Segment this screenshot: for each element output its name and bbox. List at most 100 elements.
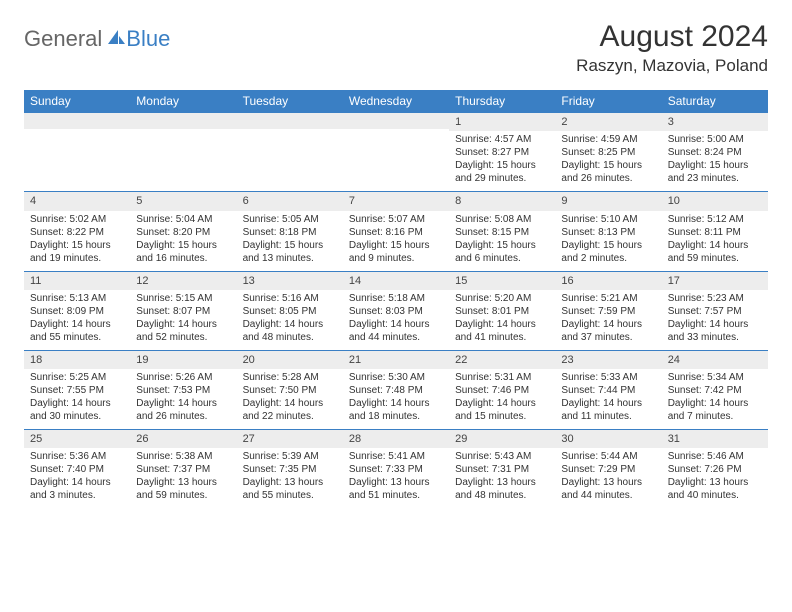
weekday-header: Saturday: [662, 90, 768, 112]
day-cell: 16Sunrise: 5:21 AMSunset: 7:59 PMDayligh…: [555, 271, 661, 350]
sunrise-line: Sunrise: 5:07 AM: [349, 213, 443, 226]
weekday-header-row: SundayMondayTuesdayWednesdayThursdayFrid…: [24, 90, 768, 112]
day-body: Sunrise: 5:43 AMSunset: 7:31 PMDaylight:…: [449, 448, 555, 508]
sunset-line: Sunset: 8:09 PM: [30, 305, 124, 318]
day-body: Sunrise: 5:38 AMSunset: 7:37 PMDaylight:…: [130, 448, 236, 508]
sunrise-line: Sunrise: 5:15 AM: [136, 292, 230, 305]
sunrise-line: Sunrise: 5:18 AM: [349, 292, 443, 305]
sunset-line: Sunset: 7:26 PM: [668, 463, 762, 476]
day-number: 14: [343, 271, 449, 290]
empty-day-body: [237, 129, 343, 187]
day-body: Sunrise: 5:21 AMSunset: 7:59 PMDaylight:…: [555, 290, 661, 350]
day-body: Sunrise: 5:00 AMSunset: 8:24 PMDaylight:…: [662, 131, 768, 191]
day-cell: 1Sunrise: 4:57 AMSunset: 8:27 PMDaylight…: [449, 112, 555, 191]
sunset-line: Sunset: 8:18 PM: [243, 226, 337, 239]
day-number: 10: [662, 191, 768, 210]
day-number: 31: [662, 429, 768, 448]
sunset-line: Sunset: 7:44 PM: [561, 384, 655, 397]
daylight-line: Daylight: 14 hours and 33 minutes.: [668, 318, 762, 344]
sunrise-line: Sunrise: 5:33 AM: [561, 371, 655, 384]
sunrise-line: Sunrise: 5:38 AM: [136, 450, 230, 463]
daylight-line: Daylight: 14 hours and 44 minutes.: [349, 318, 443, 344]
calendar-body: 1Sunrise: 4:57 AMSunset: 8:27 PMDaylight…: [24, 112, 768, 508]
day-number: 4: [24, 191, 130, 210]
daylight-line: Daylight: 15 hours and 2 minutes.: [561, 239, 655, 265]
day-number: 19: [130, 350, 236, 369]
day-body: Sunrise: 5:20 AMSunset: 8:01 PMDaylight:…: [449, 290, 555, 350]
daylight-line: Daylight: 14 hours and 48 minutes.: [243, 318, 337, 344]
title-block: August 2024 Raszyn, Mazovia, Poland: [576, 20, 768, 76]
sunset-line: Sunset: 8:01 PM: [455, 305, 549, 318]
sunset-line: Sunset: 7:59 PM: [561, 305, 655, 318]
day-number: 25: [24, 429, 130, 448]
daylight-line: Daylight: 14 hours and 18 minutes.: [349, 397, 443, 423]
day-cell: 17Sunrise: 5:23 AMSunset: 7:57 PMDayligh…: [662, 271, 768, 350]
day-body: Sunrise: 5:16 AMSunset: 8:05 PMDaylight:…: [237, 290, 343, 350]
day-cell: 19Sunrise: 5:26 AMSunset: 7:53 PMDayligh…: [130, 350, 236, 429]
daylight-line: Daylight: 14 hours and 41 minutes.: [455, 318, 549, 344]
day-body: Sunrise: 5:15 AMSunset: 8:07 PMDaylight:…: [130, 290, 236, 350]
sunset-line: Sunset: 7:50 PM: [243, 384, 337, 397]
day-body: Sunrise: 5:46 AMSunset: 7:26 PMDaylight:…: [662, 448, 768, 508]
sunrise-line: Sunrise: 5:30 AM: [349, 371, 443, 384]
daylight-line: Daylight: 13 hours and 51 minutes.: [349, 476, 443, 502]
day-cell: 27Sunrise: 5:39 AMSunset: 7:35 PMDayligh…: [237, 429, 343, 508]
daylight-line: Daylight: 14 hours and 55 minutes.: [30, 318, 124, 344]
sunset-line: Sunset: 8:13 PM: [561, 226, 655, 239]
day-number: 1: [449, 112, 555, 131]
sunset-line: Sunset: 8:07 PM: [136, 305, 230, 318]
brand-logo: General Blue: [24, 26, 170, 52]
day-body: Sunrise: 5:05 AMSunset: 8:18 PMDaylight:…: [237, 211, 343, 271]
sunrise-line: Sunrise: 5:31 AM: [455, 371, 549, 384]
day-cell: 28Sunrise: 5:41 AMSunset: 7:33 PMDayligh…: [343, 429, 449, 508]
sunrise-line: Sunrise: 5:46 AM: [668, 450, 762, 463]
day-cell: 15Sunrise: 5:20 AMSunset: 8:01 PMDayligh…: [449, 271, 555, 350]
sunrise-line: Sunrise: 5:04 AM: [136, 213, 230, 226]
brand-first: General: [24, 26, 102, 52]
day-number: 23: [555, 350, 661, 369]
day-body: Sunrise: 5:13 AMSunset: 8:09 PMDaylight:…: [24, 290, 130, 350]
day-number: 22: [449, 350, 555, 369]
empty-day-header: [130, 112, 236, 129]
empty-day-body: [130, 129, 236, 187]
day-cell: 31Sunrise: 5:46 AMSunset: 7:26 PMDayligh…: [662, 429, 768, 508]
day-body: Sunrise: 5:39 AMSunset: 7:35 PMDaylight:…: [237, 448, 343, 508]
day-cell: 26Sunrise: 5:38 AMSunset: 7:37 PMDayligh…: [130, 429, 236, 508]
day-body: Sunrise: 5:34 AMSunset: 7:42 PMDaylight:…: [662, 369, 768, 429]
sunset-line: Sunset: 8:16 PM: [349, 226, 443, 239]
day-number: 11: [24, 271, 130, 290]
daylight-line: Daylight: 14 hours and 37 minutes.: [561, 318, 655, 344]
sunrise-line: Sunrise: 5:02 AM: [30, 213, 124, 226]
day-body: Sunrise: 5:23 AMSunset: 7:57 PMDaylight:…: [662, 290, 768, 350]
sunrise-line: Sunrise: 5:21 AM: [561, 292, 655, 305]
sunset-line: Sunset: 8:20 PM: [136, 226, 230, 239]
day-number: 24: [662, 350, 768, 369]
sunset-line: Sunset: 8:22 PM: [30, 226, 124, 239]
sunset-line: Sunset: 7:42 PM: [668, 384, 762, 397]
daylight-line: Daylight: 14 hours and 15 minutes.: [455, 397, 549, 423]
day-cell: 6Sunrise: 5:05 AMSunset: 8:18 PMDaylight…: [237, 191, 343, 270]
day-body: Sunrise: 5:41 AMSunset: 7:33 PMDaylight:…: [343, 448, 449, 508]
daylight-line: Daylight: 15 hours and 23 minutes.: [668, 159, 762, 185]
sunset-line: Sunset: 7:48 PM: [349, 384, 443, 397]
daylight-line: Daylight: 13 hours and 40 minutes.: [668, 476, 762, 502]
day-body: Sunrise: 5:33 AMSunset: 7:44 PMDaylight:…: [555, 369, 661, 429]
daylight-line: Daylight: 15 hours and 13 minutes.: [243, 239, 337, 265]
daylight-line: Daylight: 15 hours and 16 minutes.: [136, 239, 230, 265]
calendar-week-row: 1Sunrise: 4:57 AMSunset: 8:27 PMDaylight…: [24, 112, 768, 191]
sunset-line: Sunset: 7:40 PM: [30, 463, 124, 476]
day-number: 8: [449, 191, 555, 210]
calendar-week-row: 11Sunrise: 5:13 AMSunset: 8:09 PMDayligh…: [24, 271, 768, 350]
sail-icon: [106, 26, 126, 52]
sunset-line: Sunset: 8:11 PM: [668, 226, 762, 239]
day-cell: [237, 112, 343, 191]
weekday-header: Monday: [130, 90, 236, 112]
day-number: 27: [237, 429, 343, 448]
day-cell: 18Sunrise: 5:25 AMSunset: 7:55 PMDayligh…: [24, 350, 130, 429]
day-number: 20: [237, 350, 343, 369]
sunset-line: Sunset: 8:25 PM: [561, 146, 655, 159]
sunrise-line: Sunrise: 5:08 AM: [455, 213, 549, 226]
daylight-line: Daylight: 14 hours and 3 minutes.: [30, 476, 124, 502]
sunrise-line: Sunrise: 5:44 AM: [561, 450, 655, 463]
day-body: Sunrise: 5:10 AMSunset: 8:13 PMDaylight:…: [555, 211, 661, 271]
